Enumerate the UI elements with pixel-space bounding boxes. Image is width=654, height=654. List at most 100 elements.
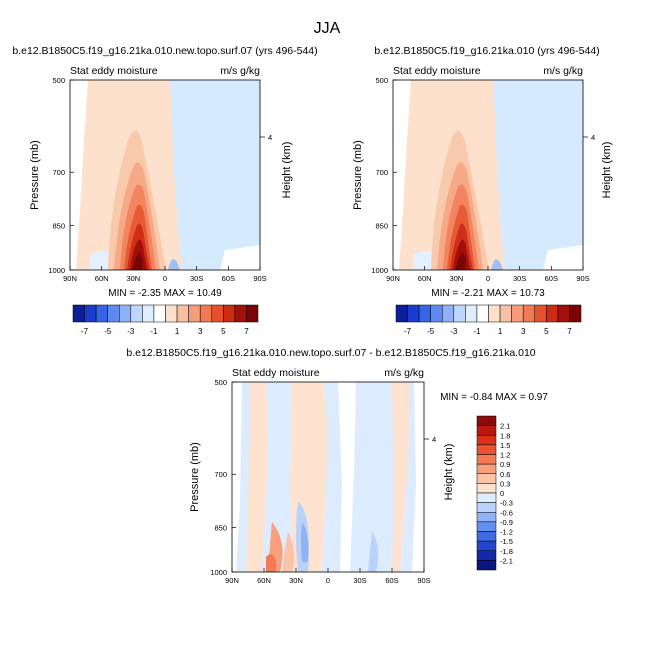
- x-tick-label: 30S: [353, 576, 366, 585]
- x-tick-label: 60S: [545, 274, 558, 283]
- panel-left-colorbar: -7 -5 -3 -1 1 3 5 7: [72, 304, 259, 336]
- colorbar-swatch: [569, 304, 582, 323]
- colorbar-label: -2.1: [500, 556, 513, 565]
- y-tick-label: 700: [375, 168, 388, 177]
- colorbar-label: 0: [500, 489, 504, 498]
- y-tick-label: 1000: [210, 568, 227, 577]
- panel-right-variable: Stat eddy moisture: [393, 65, 481, 77]
- colorbar-label: -1.5: [500, 537, 513, 546]
- panel-diff-units: m/s g/kg: [384, 367, 424, 379]
- x-tick-label: 30N: [449, 274, 463, 283]
- colorbar-swatch: [499, 304, 512, 323]
- colorbar-label: 0.6: [500, 470, 510, 479]
- colorbar-swatch: [557, 304, 570, 323]
- colorbar-swatch: [165, 304, 178, 323]
- colorbar-label: 0.3: [500, 479, 510, 488]
- colorbar-swatch: [488, 304, 501, 323]
- panel-left-variable: Stat eddy moisture: [70, 65, 158, 77]
- colorbar-label: -0.3: [500, 499, 513, 508]
- colorbar-swatch: [476, 550, 497, 561]
- right-tick-label: 4: [268, 133, 272, 142]
- x-tick-label: 90S: [417, 576, 430, 585]
- colorbar-label: 7: [567, 327, 572, 336]
- colorbar-swatch: [534, 304, 547, 323]
- x-tick-label: 90S: [253, 274, 266, 283]
- x-tick-label: 30N: [289, 576, 303, 585]
- colorbar-swatch: [246, 304, 259, 323]
- colorbar-swatch: [522, 304, 535, 323]
- panel-diff-field: [232, 382, 424, 572]
- x-tick-label: 0: [326, 576, 330, 585]
- colorbar-swatch: [84, 304, 97, 323]
- panel-right-ylabel-right: Height (km): [601, 142, 613, 199]
- y-tick-label: 700: [52, 168, 65, 177]
- colorbar-swatch: [211, 304, 224, 323]
- colorbar-label: -7: [404, 327, 412, 336]
- y-tick-label: 850: [214, 523, 227, 532]
- colorbar-swatch: [176, 304, 189, 323]
- panel-left-minmax: MIN = -2.35 MAX = 10.49: [108, 288, 222, 299]
- colorbar-label: 5: [221, 327, 226, 336]
- panel-right-ylabel: Pressure (mb): [352, 140, 364, 210]
- panel-left-units: m/s g/kg: [220, 65, 260, 77]
- colorbar-swatch: [476, 540, 497, 551]
- colorbar-label: -3: [127, 327, 135, 336]
- colorbar-swatch: [476, 415, 497, 426]
- colorbar-swatch: [476, 444, 497, 455]
- colorbar-label: 1: [175, 327, 180, 336]
- colorbar-swatch: [476, 473, 497, 484]
- colorbar-swatch: [119, 304, 132, 323]
- colorbar-label: -7: [81, 327, 89, 336]
- panel-diff-ylabel-right: Height (km): [443, 444, 455, 501]
- panel-left-field: [70, 80, 260, 270]
- colorbar-label: -1.8: [500, 547, 513, 556]
- right-tick-label: 4: [432, 435, 436, 444]
- colorbar-swatch: [465, 304, 478, 323]
- colorbar-label: -0.6: [500, 508, 513, 517]
- colorbar-label: 1.2: [500, 451, 510, 460]
- colorbar-label: -0.9: [500, 518, 513, 527]
- x-tick-label: 60N: [418, 274, 432, 283]
- colorbar-swatch: [546, 304, 559, 323]
- y-tick-label: 1000: [48, 266, 65, 275]
- colorbar-swatch: [72, 304, 85, 323]
- x-tick-label: 90N: [63, 274, 77, 283]
- panel-right-colorbar: -7 -5 -3 -1 1 3 5 7: [395, 304, 582, 336]
- panel-right-title: b.e12.B1850C5.f19_g16.21ka.010 (yrs 496-…: [374, 45, 599, 57]
- panel-right-units: m/s g/kg: [543, 65, 583, 77]
- x-tick-label: 30N: [126, 274, 140, 283]
- panel-right-field: [393, 80, 583, 270]
- colorbar-swatch: [234, 304, 247, 323]
- colorbar-label: 0.9: [500, 460, 510, 469]
- panel-diff-variable: Stat eddy moisture: [232, 367, 320, 379]
- colorbar-swatch: [476, 483, 497, 494]
- colorbar-swatch: [476, 454, 497, 465]
- colorbar-swatch: [511, 304, 524, 323]
- right-tick-label: 4: [591, 133, 595, 142]
- panel-left-ticks: 90N 60N 30N 0 30S 60S 90S 500 700 850 1000 4: [48, 76, 272, 283]
- x-tick-label: 30S: [513, 274, 526, 283]
- panel-diff-colorbar: 2.11.81.51.20.90.60.30-0.3-0.6-0.9-1.2-1…: [476, 415, 513, 571]
- x-tick-label: 60S: [222, 274, 235, 283]
- colorbar-label: 1.8: [500, 431, 510, 440]
- colorbar-label: -5: [427, 327, 435, 336]
- x-tick-label: 60N: [95, 274, 109, 283]
- colorbar-swatch: [476, 521, 497, 532]
- x-tick-label: 90N: [386, 274, 400, 283]
- colorbar-label: 5: [544, 327, 549, 336]
- x-tick-label: 0: [486, 274, 490, 283]
- x-tick-label: 30S: [190, 274, 203, 283]
- panel-left-ylabel-right: Height (km): [281, 142, 293, 199]
- colorbar-label: -1.2: [500, 528, 513, 537]
- colorbar-label: 1: [498, 327, 503, 336]
- y-tick-label: 500: [52, 76, 65, 85]
- colorbar-label: 7: [244, 327, 249, 336]
- y-tick-label: 500: [214, 378, 227, 387]
- panel-left: b.e12.B1850C5.f19_g16.21ka.010.new.topo.…: [12, 45, 317, 336]
- colorbar-swatch: [153, 304, 166, 323]
- y-tick-label: 1000: [371, 266, 388, 275]
- colorbar-label: -3: [450, 327, 458, 336]
- colorbar-swatch: [476, 463, 497, 474]
- colorbar-swatch: [223, 304, 236, 323]
